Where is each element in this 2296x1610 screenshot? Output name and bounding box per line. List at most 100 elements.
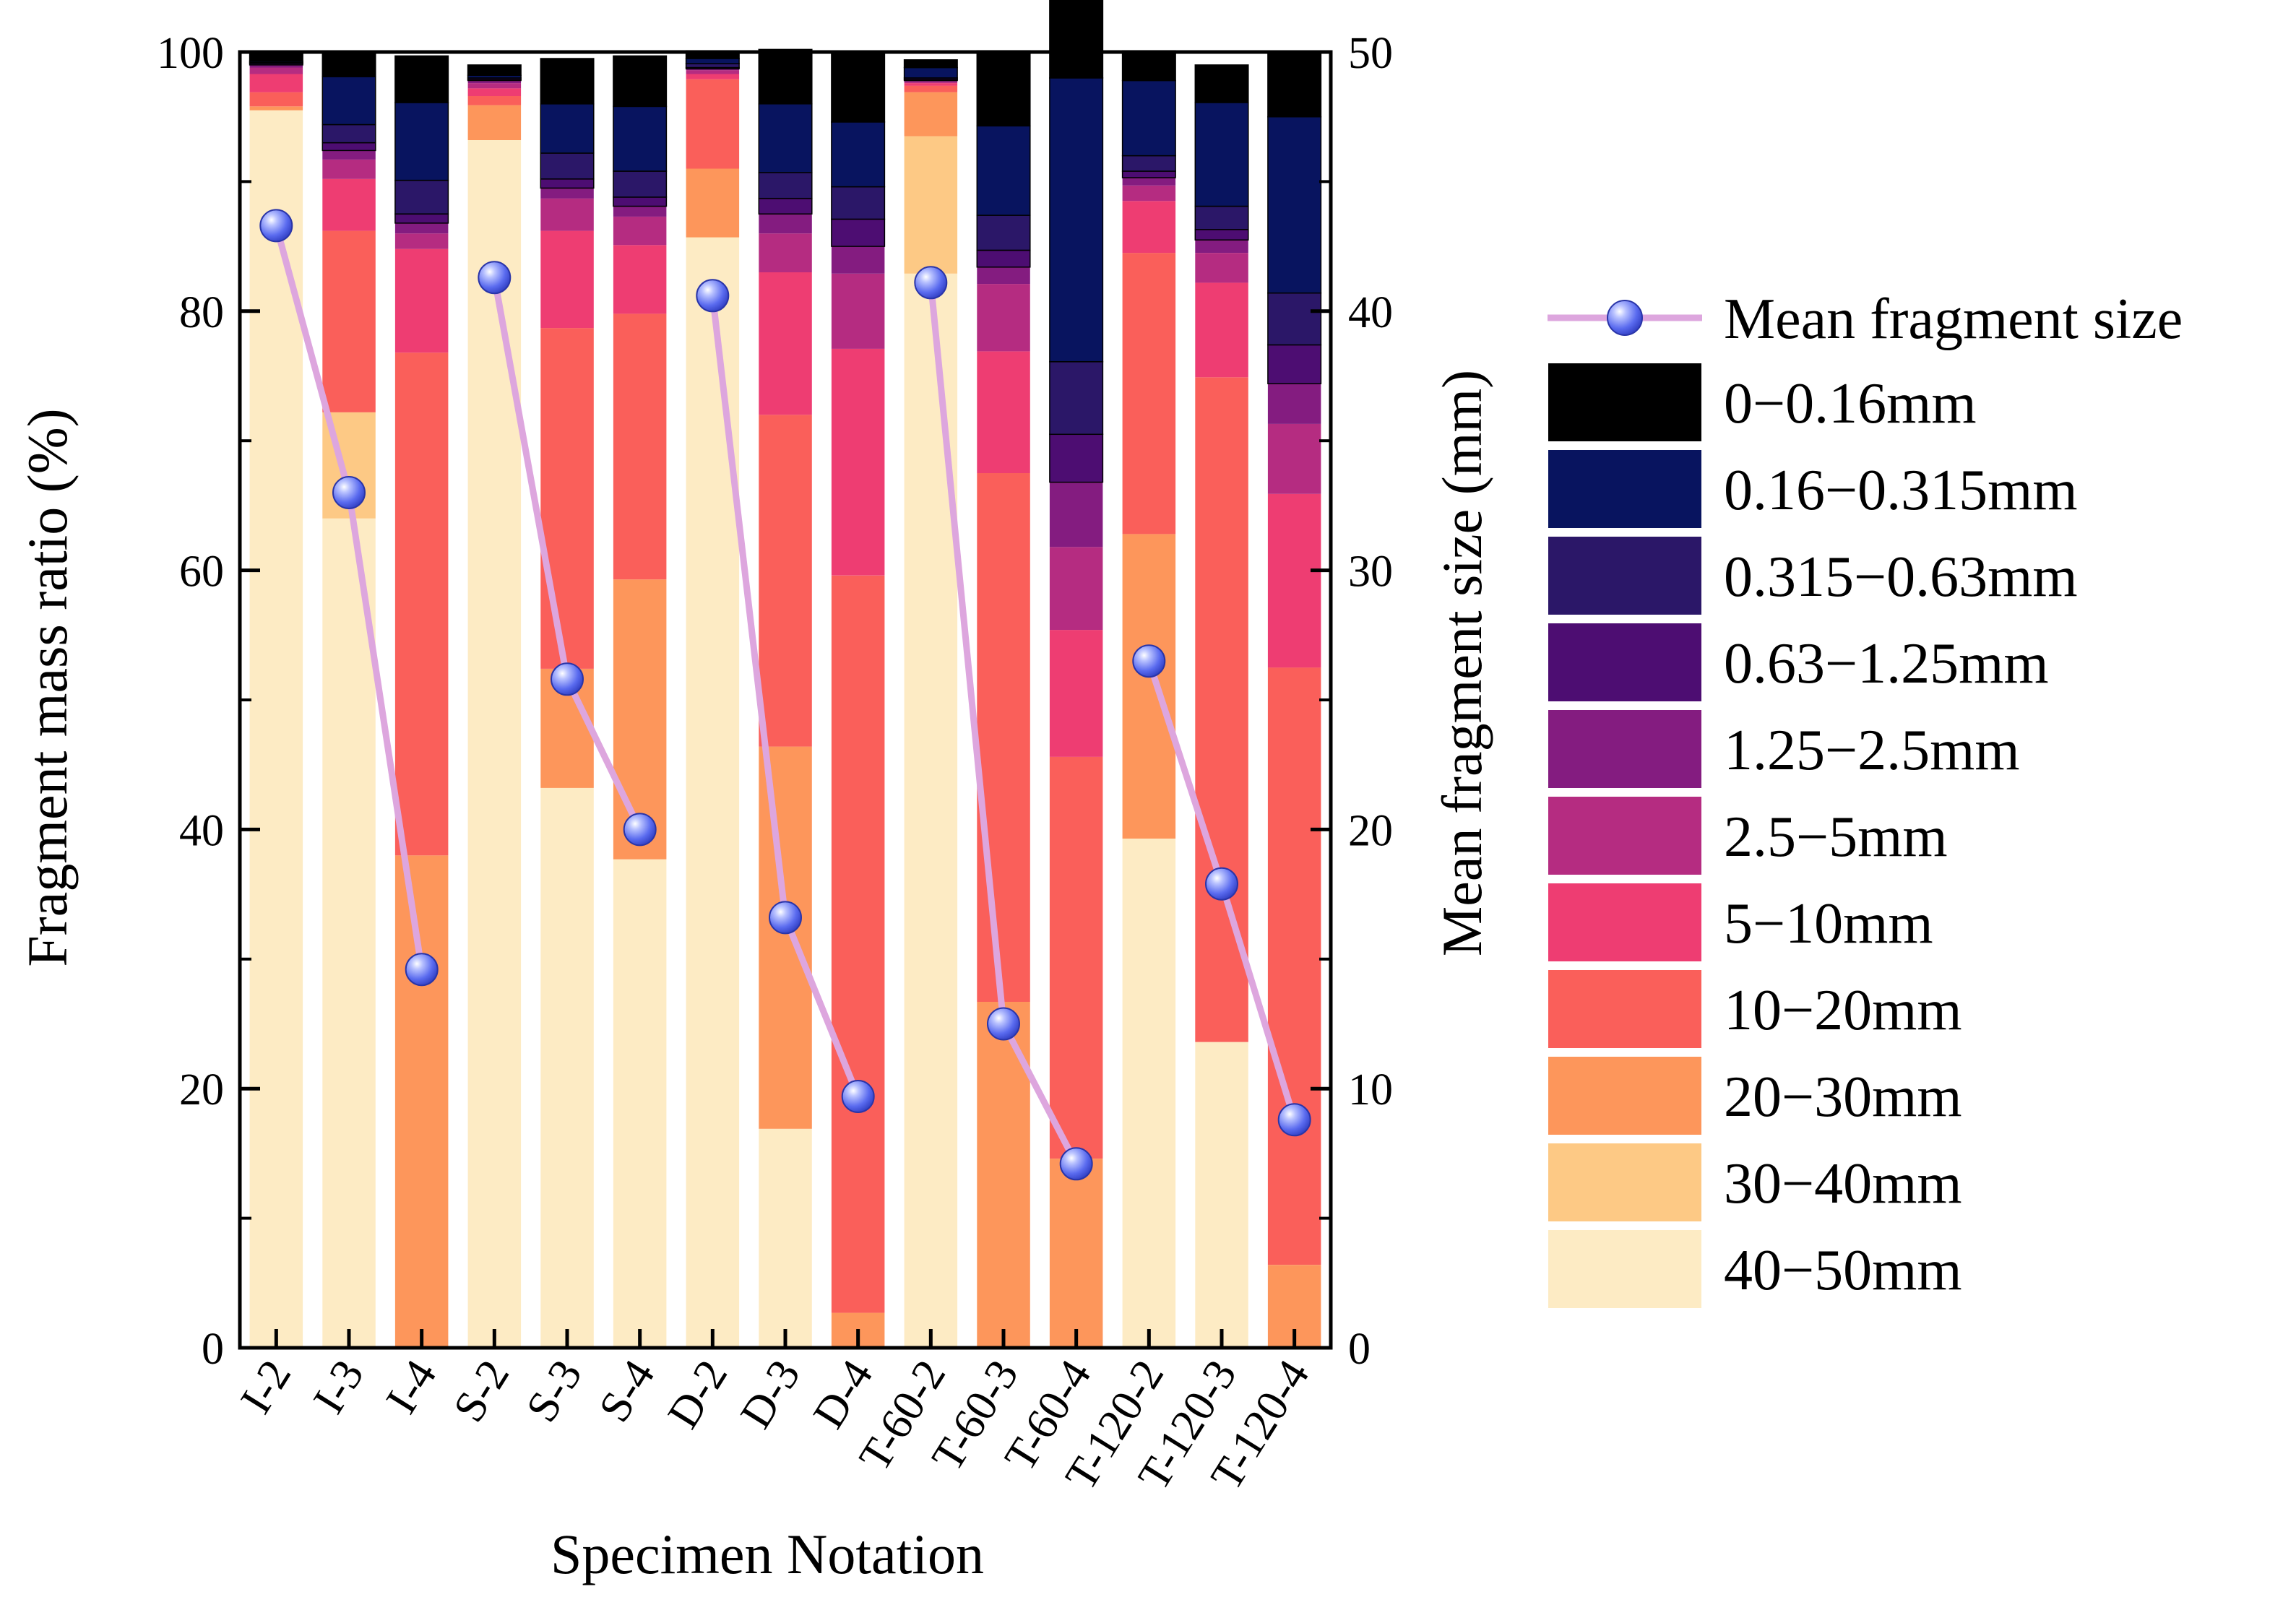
legend: Mean fragment size 0−0.16mm 0.16−0.315mm 0.… [1547,287,2183,1310]
bar-segment [1121,155,1176,172]
bar-segment [977,473,1030,1002]
legend-label: 10−20mm [1724,979,1962,1042]
bar-segment [759,233,812,272]
bar-segment [613,216,667,246]
bar-segment [686,237,740,1348]
y-tick-label: 80 [179,288,224,337]
bar-stack-group [249,0,1322,1349]
bar-segment [904,83,958,86]
bar-segment [976,125,1031,216]
bar-segment [1049,0,1104,79]
mean-size-marker [405,953,439,987]
bar-segment [759,746,812,1129]
bar-segment [321,142,376,152]
bar-segment [467,64,522,77]
bar-segment [613,206,667,217]
mean-size-marker [623,813,657,847]
bar-segment [1049,630,1103,757]
mean-size-line-group [259,209,1311,1181]
bar-segment [249,92,303,107]
x-tick-label: S-4 [590,1351,664,1430]
bar-segment [831,246,885,274]
bar-segment [1195,1042,1248,1348]
y2-axis-title: Mean fragment size (mm) [1430,370,1493,956]
bar-segment [1194,64,1249,103]
mean-size-marker [841,1080,875,1113]
y2-tick-label: 30 [1348,548,1393,597]
bar-segment [1122,534,1176,839]
legend-label: Mean fragment size [1724,287,2183,351]
bar-segment [1195,253,1248,283]
bar-segment [613,859,667,1348]
bar-segment [540,328,594,669]
bar-segment [1267,493,1321,668]
bar-segment [903,66,958,79]
bar-segment [394,213,449,224]
bar-segment [1049,756,1103,1159]
bar-segment [467,80,522,84]
bar-segment [904,85,958,92]
legend-swatch [1547,1055,1703,1136]
bar-segment [759,1128,812,1348]
bar-segment [613,55,668,108]
bar-segment [1049,482,1103,548]
legend-swatch [1547,449,1703,529]
mean-size-marker [914,266,948,300]
bar-segment [249,74,303,92]
bar-segment [540,788,594,1348]
bar-segment [976,50,1031,127]
bar-segment [831,575,885,1313]
y2-tick-label: 20 [1348,806,1393,855]
bar-segment [249,67,303,74]
bar-segment [831,186,886,220]
bar-segment [467,140,522,1348]
bar-segment [758,48,813,105]
bar-segment [467,96,522,105]
y2-tick-label: 0 [1348,1325,1371,1374]
mean-size-marker [696,279,730,313]
bar-segment [1122,839,1176,1348]
legend-label: 0.315−0.63mm [1724,545,2078,609]
bar-segment [831,273,885,349]
bar-segment [831,51,886,123]
bar-segment [685,58,740,64]
bar-segment [1049,1159,1103,1348]
bar-segment [322,159,376,179]
bar-segment [686,70,740,74]
legend-label: 40−50mm [1724,1239,1962,1302]
y-tick-label: 100 [157,29,224,78]
legend-swatch [1547,1142,1703,1223]
y-tick-label: 20 [179,1065,224,1115]
bar-segment [394,233,449,249]
bar-segment [540,152,595,180]
bar-segment [540,58,595,105]
mean-size-marker [987,1007,1020,1041]
x-tick-label: D-2 [658,1351,737,1437]
mean-size-marker [1277,1103,1311,1137]
bar-segment [1049,547,1103,631]
bar-segment [831,121,886,188]
bar-segment [977,267,1030,285]
bar-segment [321,124,376,144]
bar-segment [322,178,376,231]
bar-segment [394,248,449,353]
legend-label: 30−40mm [1724,1152,1962,1216]
mean-size-marker [1059,1147,1093,1181]
legend-label: 5−10mm [1724,892,1933,956]
bar-segment [831,348,885,576]
bar-segment [759,214,812,234]
bar-segment [1267,384,1321,424]
legend-swatch [1547,882,1703,963]
bar-segment [394,855,449,1348]
bar-segment [540,198,594,231]
bar-segment [540,103,595,154]
bar-segment [1195,240,1248,253]
bar-segment [1121,50,1176,82]
bar-segment [758,172,813,199]
bar-segment [394,222,449,234]
bar-segment [976,215,1031,251]
bar-segment [322,230,376,412]
y2-tick-label: 10 [1348,1065,1393,1115]
legend-swatch [1547,362,1703,443]
